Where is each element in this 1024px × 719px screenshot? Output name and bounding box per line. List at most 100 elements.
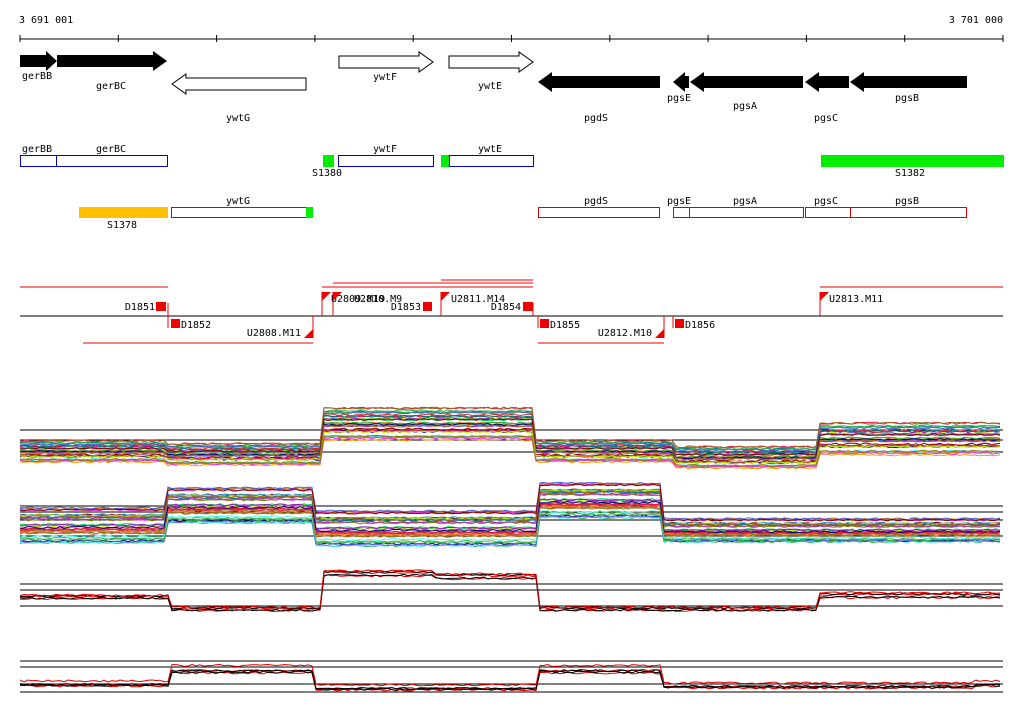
rev-label-ywtG: ywtG [226,196,250,207]
gene-arrow-pgsC[interactable] [805,72,849,92]
expression-trace [19,436,1001,469]
expression-trace [19,410,1001,451]
expression-trace [20,406,1000,449]
promoter-label-U2809-M19: U2809.M19 [331,294,385,305]
promoter-D1855[interactable] [540,319,549,328]
gene-arrow-ywtE[interactable] [448,51,534,73]
segment-S1382[interactable] [821,155,1004,167]
expression-trace [19,573,1001,612]
rev-box-ywtG[interactable] [171,207,307,218]
expression-trace [19,502,1001,535]
promoter-U2808-M11[interactable] [304,329,313,338]
rev-label-pgdS: pgdS [584,196,608,207]
fwd-box-ywtE[interactable] [449,155,534,167]
promoter-U2811-M14[interactable] [441,292,450,301]
promoter-U2810-M9[interactable] [333,292,342,301]
promoter-D1854[interactable] [523,302,533,311]
promoter-label-D1852: D1852 [181,320,211,331]
gene-label-pgsE: pgsE [667,93,691,104]
expression-trace [19,490,1001,527]
promoter-label-U2812-M10: U2812.M10 [598,328,652,339]
profile-panel-1 [19,406,1003,470]
promoter-label-U2808-M11: U2808.M11 [247,328,301,339]
gene-arrow-pgdS[interactable] [538,72,660,92]
promoter-U2809-M19[interactable] [322,292,331,301]
promoter-U2813-M11[interactable] [820,292,829,301]
expression-trace [19,500,1001,534]
gene-label-pgdS: pgdS [584,113,608,124]
expression-profiles [19,406,1003,693]
gene-arrow-gerBC[interactable] [57,51,167,71]
segment-ywtG-green [306,207,313,218]
promoter-D1851[interactable] [156,302,166,311]
expression-trace [19,506,1001,538]
gene-label-pgsB: pgsB [895,93,919,104]
fwd-label-ywtE: ywtE [478,144,502,155]
segment-S1378[interactable] [79,207,168,218]
expression-trace [19,513,1001,545]
promoter-label-D1851: D1851 [125,302,155,313]
rev-label-pgsB: pgsB [895,196,919,207]
promoter-label-U2811-M14: U2811.M14 [451,294,505,305]
expression-trace [19,488,1001,525]
expression-trace [19,490,1001,527]
rev-box-pgsE[interactable] [673,207,690,218]
expression-trace [19,511,1001,543]
promoter-label-D1854: D1854 [491,302,521,313]
expression-trace [19,571,1001,610]
coordinate-ruler: 3 691 001 3 701 000 [19,15,1004,42]
expression-trace [19,438,1001,470]
expression-trace [19,510,1001,542]
gene-label-ywtE: ywtE [478,81,502,92]
gene-arrow-ywtG[interactable] [171,73,307,95]
fwd-label-ywtF: ywtF [373,144,397,155]
expression-trace [19,418,1001,456]
promoter-label-U2813-M11: U2813.M11 [829,294,883,305]
fwd-box-gerBC[interactable] [56,155,168,167]
gene-arrow-pgsB[interactable] [850,72,967,92]
expression-trace [19,570,1000,610]
ruler-end-label: 3 701 000 [949,15,1003,26]
promoter-D1853[interactable] [423,302,432,311]
fwd-label-gerBC: gerBC [96,144,126,155]
gene-arrow-gerBB[interactable] [20,51,57,71]
gene-label-gerBB: gerBB [22,71,52,82]
gene-label-pgsA: pgsA [733,101,757,112]
gene-arrow-pgsA[interactable] [690,72,803,92]
segment-label-S1382: S1382 [895,168,925,179]
segment-label-S1378: S1378 [107,220,137,231]
promoter-U2812-M10[interactable] [655,329,664,338]
expression-trace [19,421,1001,459]
rev-label-pgsE: pgsE [667,196,691,207]
profile-panel-2 [19,481,1003,548]
fwd-box-ywtF[interactable] [338,155,434,167]
promoter-D1852[interactable] [171,319,180,328]
segment-S1380[interactable] [323,155,334,167]
rev-box-pgdS[interactable] [538,207,660,218]
rev-box-pgsA[interactable] [689,207,804,218]
expression-trace [19,569,1001,609]
segment-label-S1380: S1380 [312,168,342,179]
gene-arrow-pgsE[interactable] [673,72,689,92]
rev-label-pgsA: pgsA [733,196,757,207]
expression-trace [19,670,1001,691]
segment-ywtE-green [441,155,449,167]
ruler-ticks [19,35,1004,42]
profile-panel-3 [19,569,1003,612]
reverse-gene-boxes: S1378 ywtG pgdS pgsE pgsA pgsC pgsB [79,196,967,231]
expression-trace [19,430,1001,464]
promoter-label-D1855: D1855 [550,320,580,331]
promoter-track [20,279,1003,344]
gene-label-pgsC: pgsC [814,113,838,124]
rev-box-pgsC[interactable] [805,207,851,218]
expression-trace [19,414,1001,454]
fwd-box-gerBB[interactable] [20,155,57,167]
promoter-D1856[interactable] [675,319,684,328]
expression-trace [20,483,1001,522]
fwd-label-gerBB: gerBB [22,144,52,155]
promoter-label-D1853: D1853 [391,302,421,313]
gene-arrow-ywtF[interactable] [338,51,434,73]
rev-box-pgsB[interactable] [850,207,967,218]
